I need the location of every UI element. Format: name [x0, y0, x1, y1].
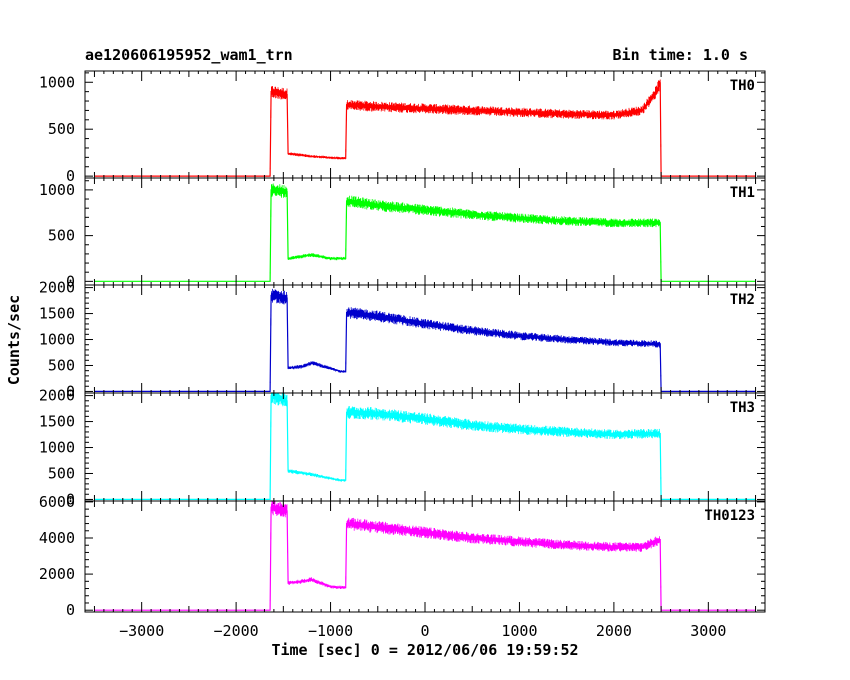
- panel-th3: 0 500 1000 1500 2000 TH3: [39, 387, 766, 508]
- x-tick-label: 1000: [501, 622, 537, 640]
- series-noise-th0: [269, 79, 662, 169]
- panels-group: 0 500 1000 TH0 0 500 1000 TH1 0 500 1000 1500 2000 TH…: [39, 70, 766, 640]
- series-line-th2: [94, 294, 756, 392]
- panel-frame: [84, 500, 766, 613]
- panel-frame: [84, 284, 766, 394]
- y-tick-label: 500: [48, 227, 75, 245]
- panel-frame: [84, 70, 766, 179]
- panel-label-th2: TH2: [730, 292, 755, 308]
- y-tick-label: 0: [66, 490, 75, 508]
- y-tick-label: 500: [48, 120, 75, 138]
- y-tick-label: 4000: [39, 529, 75, 547]
- y-tick-label: 0: [66, 382, 75, 400]
- series-noise-th3: [269, 393, 662, 490]
- bin-time-label: Bin time: 1.0 s: [613, 46, 748, 64]
- y-tick-label: 500: [48, 464, 75, 482]
- y-tick-label: 1500: [39, 305, 75, 323]
- x-tick-label: −2000: [214, 622, 259, 640]
- y-tick-label: 1000: [39, 181, 75, 199]
- y-tick-label: 2000: [39, 565, 75, 583]
- y-tick-label: 0: [66, 167, 75, 185]
- y-tick-label: 6000: [39, 493, 75, 511]
- y-tick-label: 1000: [39, 331, 75, 349]
- panel-th2: 0 500 1000 1500 2000 TH2: [39, 279, 766, 400]
- y-tick-label: 2000: [39, 387, 75, 405]
- y-tick-label: 2000: [39, 279, 75, 297]
- x-tick-label: 2000: [596, 622, 632, 640]
- x-tick-label: −1000: [308, 622, 353, 640]
- x-axis-title: Time [sec] 0 = 2012/06/06 19:59:52: [271, 641, 578, 659]
- panel-frame: [84, 392, 766, 502]
- series-line-th0: [94, 82, 756, 177]
- panel-label-th0: TH0: [730, 78, 755, 94]
- x-tick-label: 0: [420, 622, 429, 640]
- y-tick-label: 500: [48, 356, 75, 374]
- series-noise-th2: [269, 288, 662, 383]
- series-noise-th1: [269, 183, 662, 274]
- y-axis-title: Counts/sec: [5, 295, 23, 385]
- series-line-th1: [94, 189, 756, 282]
- x-tick-label: 3000: [690, 622, 726, 640]
- panel-frame: [84, 177, 766, 286]
- series-line-th3: [94, 394, 756, 500]
- y-tick-label: 1000: [39, 439, 75, 457]
- chart-source-title: ae120606195952_wam1_trn: [85, 46, 293, 64]
- x-tick-label: −3000: [119, 622, 164, 640]
- panel-label-th1: TH1: [730, 185, 755, 201]
- panel-th0123: 0 2000 4000 6000 TH0123: [39, 493, 766, 619]
- panel-th0: 0 500 1000 TH0: [39, 70, 766, 185]
- panel-label-th0123: TH0123: [704, 508, 755, 524]
- panel-th1: 0 500 1000 TH1: [39, 177, 766, 290]
- panel-label-th3: TH3: [730, 400, 755, 416]
- y-tick-label: 0: [66, 601, 75, 619]
- y-tick-label: 1500: [39, 413, 75, 431]
- y-tick-label: 1000: [39, 73, 75, 91]
- y-tick-label: 0: [66, 272, 75, 290]
- series-line-th0123: [94, 506, 756, 611]
